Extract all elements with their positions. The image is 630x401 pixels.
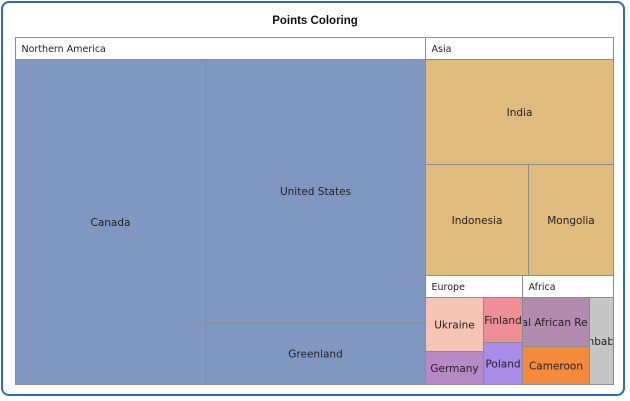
europe-header-label: Europe bbox=[432, 282, 466, 293]
tile-germany-label: Germany bbox=[430, 363, 478, 375]
tile-central-african-republic[interactable] bbox=[522, 297, 590, 347]
plot-border bbox=[15, 37, 614, 385]
tile-poland[interactable] bbox=[483, 342, 523, 385]
tile-ukraine[interactable] bbox=[425, 297, 484, 352]
tile-ukraine-label: Ukraine bbox=[434, 320, 475, 332]
tile-zimbabwe-label: Zimbabwe bbox=[574, 336, 629, 348]
asia-header bbox=[425, 37, 614, 60]
tile-zimbabwe[interactable] bbox=[589, 297, 614, 385]
tile-mongolia[interactable] bbox=[528, 164, 614, 276]
tile-germany[interactable] bbox=[425, 351, 484, 385]
tile-mongolia-label: Mongolia bbox=[547, 215, 595, 227]
tile-indonesia-label: Indonesia bbox=[452, 215, 503, 227]
chart-title: Points Coloring bbox=[272, 15, 358, 27]
tile-india-label: India bbox=[507, 107, 533, 119]
tile-greenland-label: Greenland bbox=[288, 349, 342, 361]
northern-america-header-label: Northern America bbox=[22, 44, 106, 55]
tile-finland-label: Finland bbox=[484, 315, 522, 327]
tile-united-states[interactable] bbox=[205, 59, 426, 323]
tile-united-states-label: United States bbox=[280, 186, 351, 198]
asia-header-label: Asia bbox=[432, 44, 452, 55]
africa-header-label: Africa bbox=[529, 282, 556, 293]
tile-canada-label: Canada bbox=[91, 217, 131, 229]
tile-poland-label: Poland bbox=[485, 359, 520, 371]
tile-central-african-republic-label: Central African Republic bbox=[493, 317, 620, 329]
tile-cameroon-label: Cameroon bbox=[529, 361, 583, 373]
